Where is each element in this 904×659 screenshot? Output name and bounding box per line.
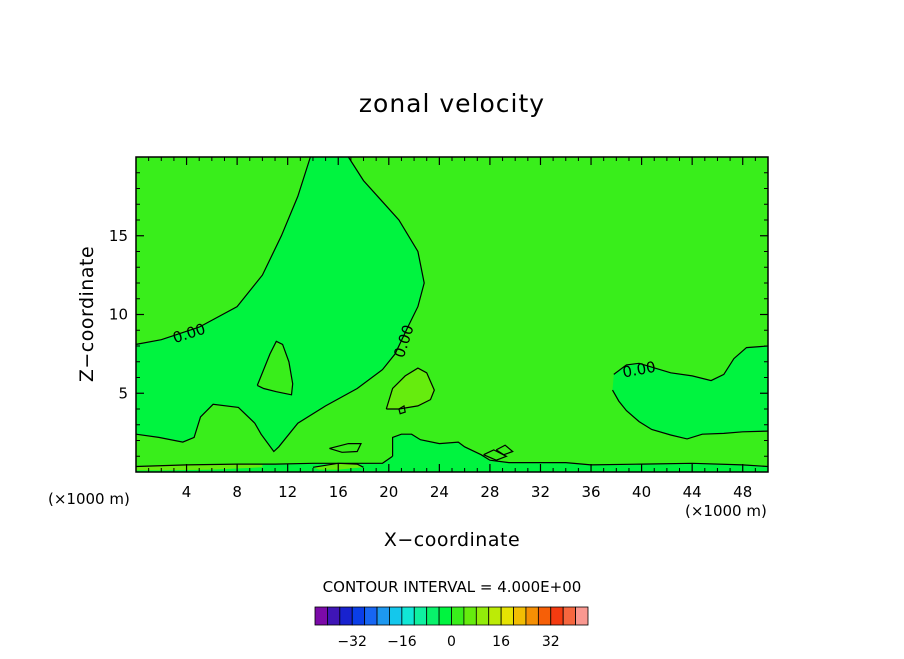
- colorbar-tick-label-2: 0: [447, 634, 456, 650]
- x-tick-label-20: 20: [379, 483, 398, 501]
- x-tick-label-40: 40: [632, 483, 651, 501]
- colorbar-tick-label-0: −32: [337, 634, 367, 650]
- colorbar-swatch-9: [426, 606, 440, 626]
- contour-region-1: [136, 434, 768, 472]
- colorbar-swatch-8: [413, 606, 428, 626]
- colorbar-tick-label-3: 16: [492, 634, 510, 650]
- contour-line-5: [398, 404, 406, 415]
- colorbar-swatch-15: [500, 606, 514, 626]
- colorbar-swatch-19: [550, 606, 564, 626]
- colorbar-tick-label-1: −16: [387, 634, 417, 650]
- contour-line-4: [385, 367, 435, 410]
- contour-line-6: [392, 433, 768, 468]
- colorbar-swatch-6: [389, 606, 403, 626]
- contour-line-12: [312, 462, 364, 468]
- colorbar: −32 −16 0 16 32: [314, 606, 589, 650]
- contour-region-2: [612, 346, 768, 439]
- colorbar-swatch-1: [327, 606, 341, 626]
- contour-line-7: [483, 449, 508, 461]
- x-tick-label-12: 12: [278, 483, 297, 501]
- colorbar-swatch-2: [339, 606, 353, 626]
- contour-line-11: [136, 455, 393, 468]
- colorbar-swatch-20: [562, 606, 576, 626]
- x-tick-label-48: 48: [733, 483, 752, 501]
- y-tick-label-5: 5: [118, 384, 128, 402]
- y-tick-label-10: 10: [109, 306, 128, 324]
- contour-line-3: [329, 443, 362, 453]
- contour-region-0: [136, 157, 425, 452]
- contour-line-9: [613, 345, 768, 382]
- colorbar-swatch-11: [451, 606, 465, 626]
- colorbar-swatch-12: [463, 606, 477, 626]
- x-tick-label-8: 8: [232, 483, 242, 501]
- contour-label-2: 0.00: [621, 358, 657, 382]
- colorbar-swatch-0: [314, 606, 328, 626]
- contour-interval: CONTOUR INTERVAL = 4.000E+00: [323, 578, 582, 596]
- colorbar-swatch-7: [401, 606, 415, 626]
- colorbar-swatch-3: [351, 606, 366, 626]
- x-tick-label-24: 24: [430, 483, 449, 501]
- x-tick-label-28: 28: [480, 483, 499, 501]
- y-axis-label: Z−coordinate: [76, 246, 98, 382]
- contour-region-5: [386, 368, 435, 409]
- contour-line-2: [256, 340, 294, 396]
- colorbar-swatch-16: [513, 606, 527, 626]
- contour-line-8: [495, 444, 514, 456]
- contour-region-4: [329, 443, 361, 453]
- colorbar-swatch-21: [575, 606, 589, 626]
- contour-lines: [136, 157, 768, 468]
- x-tick-label-16: 16: [329, 483, 348, 501]
- x-tick-label-36: 36: [581, 483, 600, 501]
- y-tick-label-15: 15: [109, 227, 128, 245]
- x-unit-right: (×1000 m): [685, 502, 767, 520]
- contour-line-0: [136, 157, 311, 345]
- contour-line-10: [611, 389, 768, 440]
- x-tick-label-4: 4: [182, 483, 192, 501]
- contour-region-3: [257, 341, 293, 395]
- x-tick-label-44: 44: [683, 483, 702, 501]
- colorbar-swatch-10: [438, 606, 452, 626]
- chart-title: zonal velocity: [359, 89, 545, 118]
- contour-line-1: [136, 157, 425, 453]
- colorbar-swatch-17: [525, 606, 539, 626]
- x-axis-label: X−coordinate: [384, 529, 520, 551]
- x-unit-left: (×1000 m): [48, 490, 130, 508]
- colorbar-swatch-4: [364, 606, 378, 626]
- colorbar-swatch-14: [488, 606, 502, 626]
- colorbar-swatch-5: [376, 606, 390, 626]
- colorbar-tick-label-4: 32: [542, 634, 560, 650]
- colorbar-swatch-18: [537, 606, 552, 626]
- x-tick-label-32: 32: [531, 483, 550, 501]
- colorbar-swatch-13: [475, 606, 490, 626]
